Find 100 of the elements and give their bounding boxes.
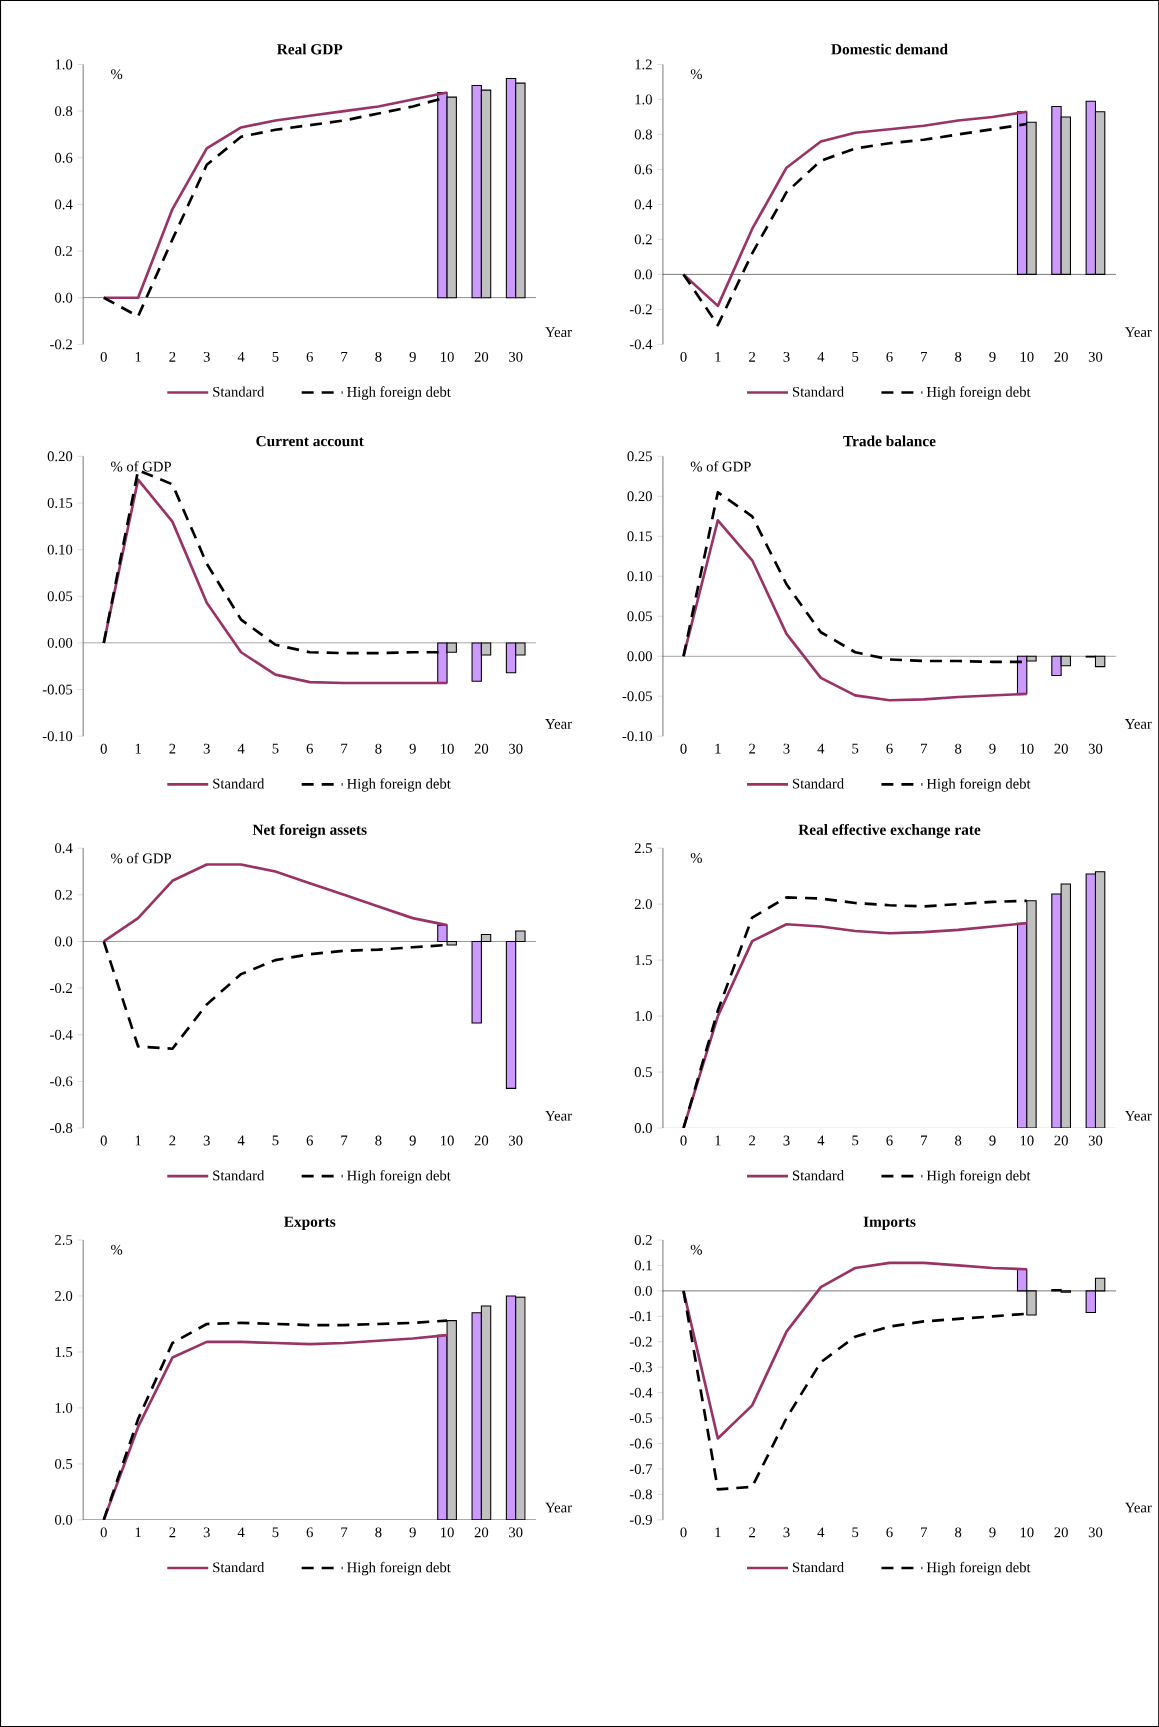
- x-tick-label: 8: [375, 1135, 382, 1146]
- y-tick-label: -0.4: [49, 1029, 73, 1040]
- y-tick-label: 0.15: [47, 498, 73, 508]
- y-axis-title: %: [690, 69, 702, 80]
- x-tick-label: 0: [680, 351, 687, 362]
- x-tick-label: 30: [1088, 1135, 1103, 1146]
- x-tick-label: 2: [749, 1527, 755, 1538]
- legend-label: Standard: [213, 386, 265, 397]
- chart-title: Trade balance: [843, 435, 936, 447]
- x-tick-label: 5: [852, 351, 859, 362]
- y-tick-label: -0.6: [629, 1438, 652, 1449]
- x-tick-label: 9: [989, 743, 996, 754]
- x-tick-label: 7: [921, 743, 927, 754]
- y-tick-label: 0.0: [54, 292, 73, 303]
- legend-label: Standard: [792, 386, 844, 397]
- x-tick-label: 2: [169, 351, 176, 362]
- y-tick-label: -0.8: [49, 1123, 73, 1134]
- y-tick-label: 2.5: [634, 843, 652, 854]
- y-axis-title: % of GDP: [110, 461, 171, 472]
- y-tick-label: 2.0: [634, 899, 652, 910]
- y-tick-label: -0.4: [629, 1387, 653, 1398]
- x-tick-label: 6: [306, 743, 313, 754]
- x-tick-label: 30: [508, 743, 523, 754]
- y-tick-label: -0.2: [49, 339, 72, 350]
- x-tick-label: 9: [989, 1135, 996, 1146]
- x-tick-label: 7: [341, 743, 348, 754]
- y-tick-label: 0.0: [54, 936, 73, 947]
- x-tick-label: 3: [783, 1527, 790, 1538]
- y-tick-label: 1.5: [635, 955, 652, 966]
- y-tick-label: 0.4: [54, 199, 73, 210]
- x-tick-label: 7: [921, 351, 927, 362]
- x-tick-label: 3: [783, 1135, 790, 1146]
- x-tick-label: 2: [169, 1135, 176, 1146]
- y-axis-title: %: [110, 69, 123, 80]
- x-tick-label: 0: [100, 1527, 107, 1538]
- x-tick-label: 5: [852, 1527, 859, 1538]
- x-tick-label: 30: [508, 351, 523, 362]
- legend-label: High foreign debt: [926, 1561, 1031, 1576]
- y-tick-label: 0.6: [634, 164, 652, 175]
- x-tick-label: 20: [474, 351, 489, 362]
- x-tick-label: 1: [135, 743, 141, 754]
- y-tick-label: -0.2: [629, 304, 652, 315]
- y-tick-label: 0.2: [54, 889, 72, 900]
- x-tick-label: 5: [852, 1135, 859, 1146]
- y-axis-title: %: [690, 852, 702, 863]
- y-tick-label: 0.0: [634, 1285, 652, 1296]
- y-tick-label: 0.6: [54, 152, 73, 163]
- x-tick-label: 3: [203, 351, 210, 362]
- x-tick-label: 4: [817, 351, 825, 362]
- y-tick-label: 0.2: [634, 1235, 652, 1245]
- x-tick-label: 9: [409, 351, 416, 362]
- x-tick-label: 3: [203, 743, 210, 754]
- x-tick-label: 20: [474, 1135, 489, 1146]
- y-tick-label: -0.2: [629, 1336, 652, 1347]
- x-tick-label: 3: [783, 351, 790, 362]
- x-tick-label: 8: [375, 743, 382, 754]
- x-tick-label: 5: [272, 743, 279, 754]
- x-tick-label: 0: [680, 743, 687, 754]
- y-tick-label: 0.1: [634, 1260, 652, 1271]
- x-tick-label: 3: [203, 1135, 210, 1146]
- y-tick-label: 1.0: [635, 94, 652, 105]
- x-axis-title: Year: [545, 327, 572, 337]
- y-axis-title: %: [690, 1244, 702, 1255]
- x-tick-label: 4: [237, 351, 245, 362]
- x-tick-label: 0: [680, 1527, 687, 1538]
- y-tick-label: 0.0: [54, 1514, 73, 1525]
- x-tick-label: 10: [1020, 743, 1034, 754]
- y-tick-label: 0.0: [634, 269, 652, 280]
- legend-label: Standard: [213, 1561, 265, 1573]
- y-tick-label: 1.0: [55, 1402, 73, 1413]
- x-tick-label: 1: [715, 1135, 721, 1146]
- x-tick-label: 2: [749, 1135, 755, 1146]
- x-tick-label: 8: [954, 1135, 962, 1146]
- x-axis-title: Year: [1124, 719, 1152, 729]
- x-tick-label: 9: [409, 1527, 416, 1538]
- y-tick-label: 0.5: [54, 1458, 73, 1469]
- x-tick-label: 20: [474, 743, 489, 754]
- chart-title: Current account: [256, 435, 364, 447]
- y-tick-label: -0.4: [629, 339, 653, 350]
- x-tick-label: 8: [954, 1527, 962, 1538]
- x-tick-label: 7: [341, 351, 348, 362]
- y-tick-label: -0.2: [49, 983, 72, 994]
- x-tick-label: 10: [440, 351, 454, 362]
- x-tick-label: 9: [409, 1135, 416, 1146]
- chart-title: Real GDP: [276, 43, 343, 55]
- x-tick-label: 6: [306, 1135, 313, 1146]
- legend-label: Standard: [213, 1170, 265, 1181]
- y-tick-label: 0.10: [47, 544, 73, 555]
- x-tick-label: 5: [272, 351, 279, 362]
- y-tick-label: 0.25: [627, 451, 652, 462]
- x-tick-label: 8: [954, 351, 962, 362]
- x-tick-label: 5: [852, 743, 859, 754]
- x-tick-label: 30: [508, 1135, 523, 1146]
- chart-title: Net foreign assets: [252, 823, 367, 839]
- chart-title: Exports: [283, 1216, 336, 1230]
- legend-label: Standard: [792, 1561, 844, 1573]
- legend-label: Standard: [792, 1170, 844, 1181]
- y-tick-label: 0.05: [47, 591, 73, 602]
- x-tick-label: 10: [440, 1135, 454, 1146]
- x-tick-label: 5: [272, 1527, 279, 1538]
